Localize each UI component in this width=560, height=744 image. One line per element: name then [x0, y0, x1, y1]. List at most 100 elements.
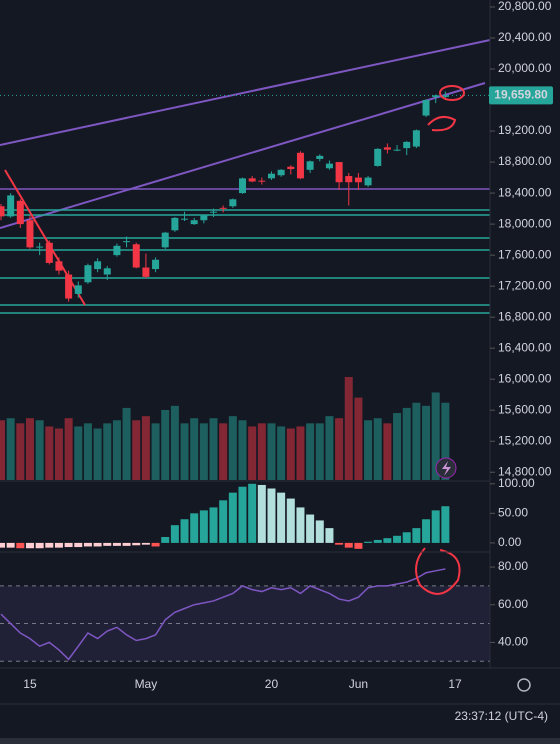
candle-body [113, 245, 121, 256]
volume-bar [74, 426, 83, 480]
y-tick-label: 50.00 [498, 506, 528, 520]
candle-body [55, 261, 63, 271]
volume-bar [286, 428, 295, 480]
candle-body [335, 162, 343, 183]
volume-bar [45, 426, 54, 480]
volume-bar [35, 420, 44, 480]
last-price-box [489, 86, 553, 105]
candle-body [354, 177, 362, 183]
x-tick-label: 15 [23, 677, 37, 691]
macd-bar [277, 492, 286, 543]
macd-bar [228, 492, 237, 543]
macd-bar [161, 536, 170, 543]
macd-bar [306, 514, 315, 543]
candle-body [383, 147, 391, 150]
volume-bar [209, 418, 218, 480]
macd-bar [422, 519, 431, 543]
volume-bar [248, 426, 257, 480]
volume-bar [161, 409, 170, 480]
y-tick-label: 15,600.00 [498, 402, 552, 416]
x-tick-label: May [135, 677, 158, 691]
macd-bar [373, 539, 382, 543]
y-tick-label: 16,400.00 [498, 340, 552, 354]
candle-body [45, 242, 53, 263]
volume-bar [199, 423, 208, 480]
macd-bar [74, 542, 83, 548]
macd-bar [16, 542, 25, 549]
volume-bar [238, 420, 247, 480]
volume-icon-glyph [442, 461, 451, 476]
candle-body [325, 163, 333, 169]
macd-bar [315, 520, 324, 543]
macd-bar [286, 498, 295, 543]
volume-bar [180, 423, 189, 480]
annotation-circle [439, 85, 465, 101]
annotation-circle [427, 115, 457, 132]
annotation-circle [415, 547, 461, 595]
macd-bar [209, 507, 218, 543]
y-tick-label: 20,800.00 [498, 0, 552, 13]
volume-bar [93, 428, 102, 480]
macd-bar [431, 510, 440, 543]
y-tick-label: 20,000.00 [498, 61, 552, 75]
volume-bar [83, 423, 92, 480]
trend-line [0, 82, 486, 229]
candle-body [171, 217, 179, 231]
volume-bar [431, 392, 440, 480]
candle-body [239, 178, 246, 194]
y-tick-label: 20,400.00 [498, 30, 552, 44]
volume-bar [122, 407, 131, 480]
y-tick-label: 19,200.00 [498, 123, 552, 137]
macd-bar [6, 542, 15, 548]
macd-bar [257, 484, 266, 543]
macd-bar [219, 500, 228, 543]
macd-bar [112, 542, 121, 546]
macd-bar [54, 542, 63, 548]
volume-bar [354, 397, 363, 480]
candle-body [210, 211, 218, 213]
candle-body [248, 178, 256, 182]
macd-bar [103, 542, 112, 546]
y-tick-label: 17,200.00 [498, 278, 552, 292]
last-price-label: 19,659.80 [494, 88, 548, 102]
volume-bar [393, 413, 402, 480]
candle-body [229, 199, 237, 207]
macd-bar [132, 542, 141, 546]
volume-bar [0, 420, 5, 480]
macd-bar [190, 513, 199, 543]
candle-body [74, 285, 82, 294]
volume-bar [267, 423, 276, 480]
volume-bar [335, 418, 344, 480]
volume-bar [54, 428, 63, 480]
volume-bar [219, 423, 228, 480]
volume-bar [64, 418, 73, 480]
macd-bar [344, 542, 353, 548]
volume-bar [344, 377, 353, 480]
macd-bar [180, 519, 189, 543]
y-tick-label: 18,000.00 [498, 216, 552, 230]
candle-body [296, 152, 304, 179]
volume-bar [25, 418, 34, 480]
rsi-line [0, 568, 446, 661]
candle-body [316, 155, 324, 159]
trend-line [0, 39, 491, 146]
macd-bar [402, 532, 411, 543]
candle-body [393, 149, 401, 151]
candle-body [132, 244, 140, 268]
macd-bar [325, 528, 334, 543]
candle-body [94, 261, 102, 270]
macd-bar [151, 542, 160, 547]
volume-bar [422, 405, 431, 480]
macd-bar [335, 542, 344, 545]
y-tick-label: 40.00 [498, 635, 528, 649]
candle-body [0, 206, 5, 217]
candle-body [65, 274, 73, 299]
volume-bar [151, 423, 160, 480]
settings-icon[interactable] [517, 678, 531, 692]
candle-body [432, 95, 440, 97]
annotations [415, 85, 465, 595]
macd-bar [122, 542, 131, 546]
x-tick-label: Jun [349, 677, 368, 691]
macd-bar [25, 542, 34, 549]
